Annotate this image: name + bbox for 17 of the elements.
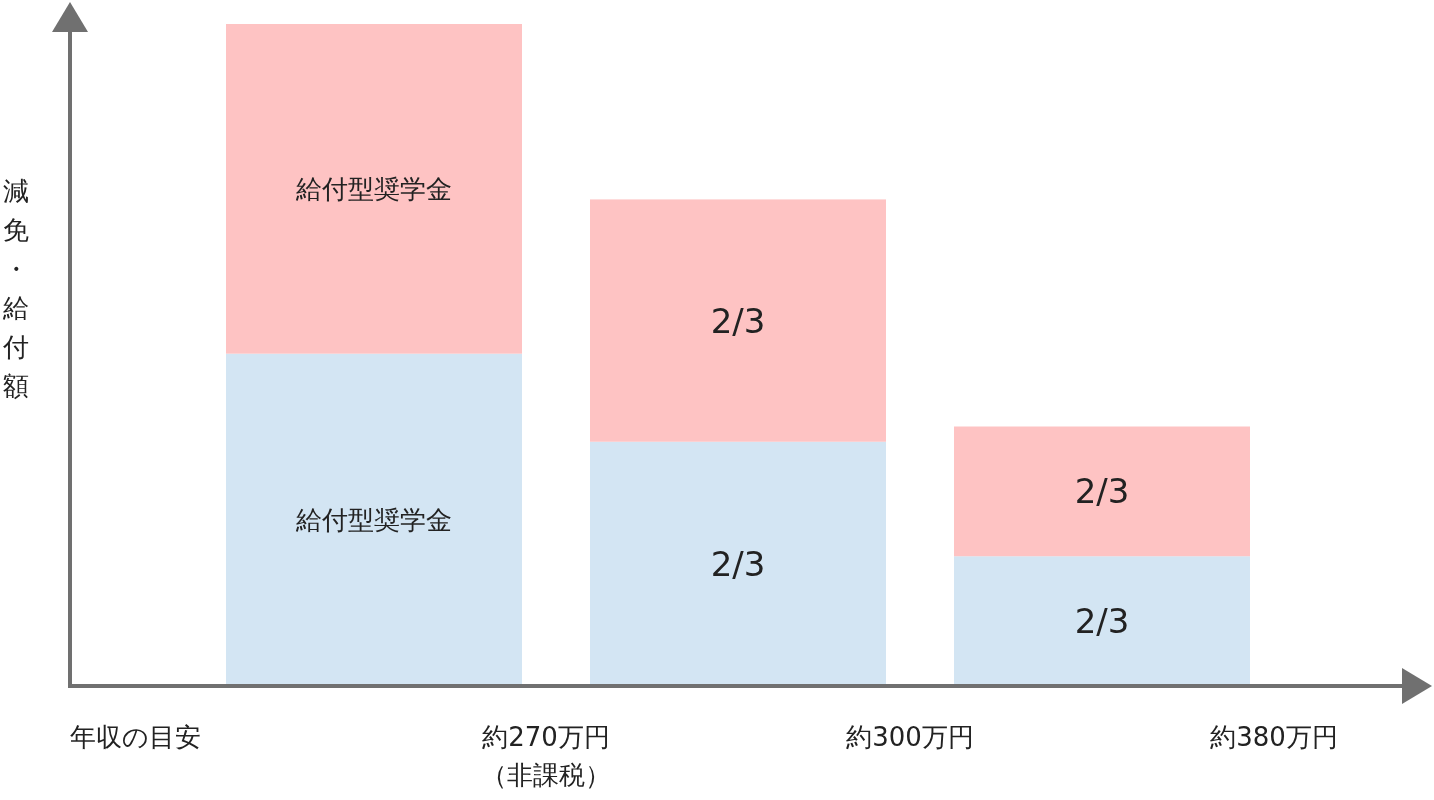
annotation: 2/3 <box>1074 471 1130 512</box>
bar <box>226 353 522 686</box>
bar <box>590 199 886 442</box>
bar <box>226 24 522 354</box>
annotation: 2/3 <box>1074 601 1130 642</box>
y-axis-title: 減免・給付額 <box>2 176 29 401</box>
x-axis-title: 年収の目安 <box>70 722 201 752</box>
bar <box>954 426 1250 557</box>
annotation: 2/3 <box>710 543 766 584</box>
text: 約270万円（非課税） <box>481 722 611 790</box>
annotation: 給付型奨学金 <box>295 504 452 535</box>
bar <box>590 441 886 686</box>
annotation: 給付型奨学金 <box>295 173 452 204</box>
text: 約300万円 <box>846 722 974 752</box>
bar <box>954 556 1250 686</box>
text: 約380万円 <box>1210 722 1338 752</box>
annotation: 2/3 <box>710 300 766 341</box>
